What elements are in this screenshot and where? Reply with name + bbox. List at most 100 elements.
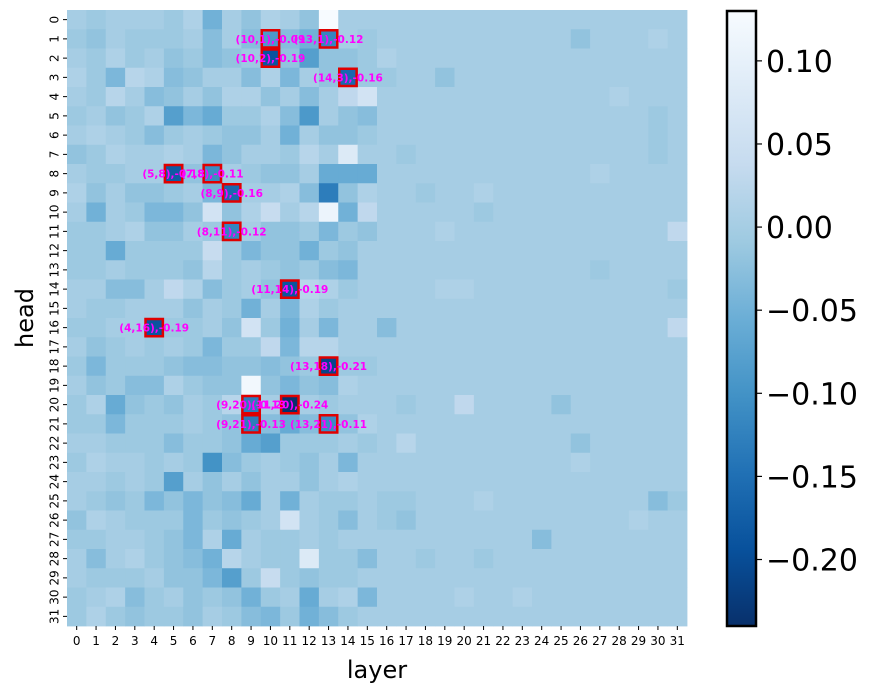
heatmap-cell — [473, 318, 494, 338]
highlight-annotation: (10,1),-0.09 — [236, 34, 306, 46]
heatmap-cell — [357, 433, 378, 454]
heatmap-cell — [667, 29, 688, 49]
heatmap-cell — [473, 106, 494, 126]
heatmap-cell — [435, 375, 455, 396]
heatmap-cell — [667, 337, 688, 357]
y-tick-label: 16 — [48, 320, 62, 335]
heatmap-cell — [338, 164, 359, 184]
heatmap-cell — [493, 10, 514, 30]
heatmap-cell — [590, 202, 610, 223]
heatmap-cell — [183, 87, 204, 107]
heatmap-cell — [570, 67, 591, 88]
heatmap-cell — [628, 549, 649, 569]
heatmap-cell — [280, 510, 300, 531]
heatmap-cell — [377, 375, 397, 396]
heatmap-cells — [67, 10, 688, 627]
heatmap-cell — [105, 48, 126, 69]
heatmap-cell — [67, 144, 87, 165]
heatmap-cell — [144, 241, 165, 261]
heatmap-cell — [357, 318, 378, 338]
heatmap-cell — [454, 279, 475, 300]
heatmap-cell — [280, 106, 300, 126]
heatmap-cell — [125, 510, 145, 531]
heatmap-cell — [590, 414, 610, 434]
heatmap-cell — [338, 183, 359, 203]
heatmap-cell — [628, 106, 649, 126]
x-tick-label: 14 — [340, 634, 355, 648]
heatmap-cell — [105, 144, 126, 165]
highlight-box — [144, 317, 165, 338]
heatmap-cell — [396, 529, 417, 550]
heatmap-cell — [67, 183, 87, 203]
heatmap-cell — [280, 144, 300, 165]
heatmap-cell — [67, 202, 87, 223]
heatmap-cell — [241, 48, 262, 69]
heatmap-cell — [67, 48, 87, 69]
heatmap-cell — [222, 202, 242, 223]
heatmap-cell — [202, 144, 223, 165]
heatmap-cell — [67, 375, 87, 396]
heatmap-cell — [609, 87, 630, 107]
heatmap-cell — [609, 414, 630, 434]
heatmap-cell — [241, 433, 262, 454]
heatmap-cell — [551, 375, 572, 396]
heatmap-cell — [415, 568, 436, 588]
heatmap-cell — [648, 67, 669, 88]
heatmap-cell — [532, 241, 552, 261]
heatmap-cell — [183, 606, 204, 627]
heatmap-cell — [609, 144, 630, 165]
heatmap-cell — [648, 337, 669, 357]
heatmap-cell — [280, 48, 300, 69]
heatmap-cell — [512, 395, 533, 415]
heatmap-cell — [241, 87, 262, 107]
heatmap-cell — [454, 414, 475, 434]
heatmap-cell — [260, 510, 281, 531]
heatmap-cell — [183, 491, 204, 511]
heatmap-cell — [241, 510, 262, 531]
heatmap-cell — [338, 587, 359, 608]
heatmap-cell — [260, 202, 281, 223]
heatmap-cell — [144, 529, 165, 550]
heatmap-cell — [86, 183, 107, 203]
heatmap-cell — [299, 356, 320, 377]
heatmap-cell — [667, 183, 688, 203]
heatmap-cell — [435, 202, 455, 223]
heatmap-cell — [648, 87, 669, 107]
heatmap-cell — [357, 164, 378, 184]
heatmap-cell — [551, 356, 572, 377]
heatmap-cell — [512, 202, 533, 223]
heatmap-cell — [86, 472, 107, 492]
heatmap-cell — [357, 298, 378, 319]
heatmap-cell — [105, 606, 126, 627]
heatmap-cell — [357, 67, 378, 88]
heatmap-cell — [493, 241, 514, 261]
heatmap-cell — [183, 510, 204, 531]
heatmap-cell — [570, 298, 591, 319]
heatmap-cell — [532, 125, 552, 146]
heatmap-cell — [532, 67, 552, 88]
heatmap-cell — [338, 529, 359, 550]
heatmap-cell — [125, 318, 145, 338]
heatmap-cell — [667, 510, 688, 531]
heatmap-cell — [454, 433, 475, 454]
heatmap-cell — [338, 395, 359, 415]
heatmap-cell — [648, 144, 669, 165]
x-tick-label: 9 — [247, 634, 255, 648]
x-tick-label: 31 — [670, 634, 685, 648]
heatmap-cell — [280, 164, 300, 184]
heatmap-cell — [396, 433, 417, 454]
heatmap-cell — [609, 202, 630, 223]
heatmap-cell — [493, 279, 514, 300]
heatmap-cell — [357, 87, 378, 107]
heatmap-cell — [105, 472, 126, 492]
heatmap-cell — [473, 491, 494, 511]
heatmap-cell — [338, 510, 359, 531]
heatmap-cell — [473, 241, 494, 261]
heatmap-cell — [473, 87, 494, 107]
heatmap-cell — [86, 221, 107, 242]
heatmap-cell — [260, 433, 281, 454]
heatmap-cell — [241, 164, 262, 184]
heatmap-cell — [125, 414, 145, 434]
heatmap-cell — [512, 29, 533, 49]
heatmap-cell — [318, 106, 339, 126]
